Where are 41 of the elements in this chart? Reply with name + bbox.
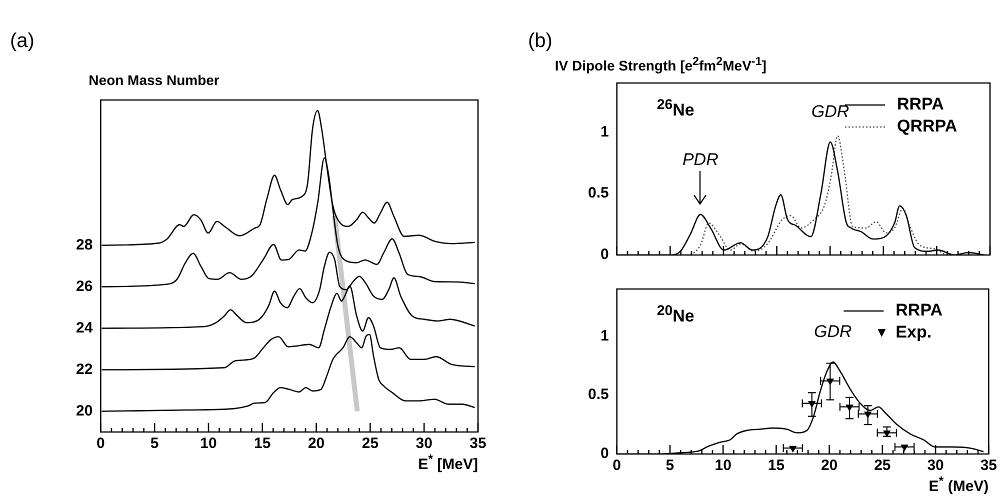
legend-label: Exp. xyxy=(896,322,932,342)
annotation: GDR xyxy=(814,322,852,342)
x-tick-label: 0 xyxy=(96,435,105,452)
x-tick-label: 5 xyxy=(150,435,159,452)
y-tick-label: 0 xyxy=(600,246,609,264)
y-tick-label: 24 xyxy=(76,319,94,336)
x-tick-label: 20 xyxy=(820,457,838,474)
x-tick-label: 35 xyxy=(980,457,997,474)
annotation: $^{20}$Ne xyxy=(656,303,694,327)
y-tick-label: 28 xyxy=(76,236,93,254)
x-tick-label: 30 xyxy=(927,457,944,474)
x-tick-label: 35 xyxy=(470,435,486,452)
x-axis-title: E$^{*}$ (MeV) xyxy=(928,474,989,495)
y-tick-label: 22 xyxy=(76,360,93,378)
annotation: GDR xyxy=(811,102,850,122)
y-axis-title: IV Dipole Strength [e$^{2}$fm$^{2}$MeV$^{-1}$] xyxy=(554,55,766,74)
x-tick-label: 5 xyxy=(666,457,674,474)
y-tick-label: 0.5 xyxy=(588,184,609,202)
legend-label: RRPA xyxy=(897,94,944,114)
x-tick-label: 25 xyxy=(362,435,379,452)
y-tick-label: 26 xyxy=(76,278,93,295)
y-tick-label: 20 xyxy=(76,402,93,420)
x-tick-label: 15 xyxy=(768,457,785,474)
legend-label: QRRPA xyxy=(897,116,958,136)
annotation: $^{26}$Ne xyxy=(656,97,694,121)
x-tick-label: 10 xyxy=(714,457,732,474)
x-tick-label: 30 xyxy=(416,435,432,452)
y-tick-label: 0.5 xyxy=(588,386,609,404)
x-tick-label: 20 xyxy=(308,435,325,452)
y-tick-label: 1 xyxy=(600,327,609,344)
chart-title: (a) xyxy=(10,30,34,53)
x-axis-title: E$^{*}$ [MeV] xyxy=(418,452,478,473)
x-tick-label: 10 xyxy=(200,435,217,452)
x-tick-label: 25 xyxy=(874,457,891,474)
chart-title: (b) xyxy=(528,30,552,53)
annotation: PDR xyxy=(682,150,718,170)
y-axis-title: Neon Mass Number xyxy=(88,72,220,88)
x-tick-label: 0 xyxy=(612,457,622,474)
legend-label: RRPA xyxy=(896,300,943,320)
x-tick-label: 15 xyxy=(254,435,271,452)
y-tick-label: 1 xyxy=(600,123,609,140)
